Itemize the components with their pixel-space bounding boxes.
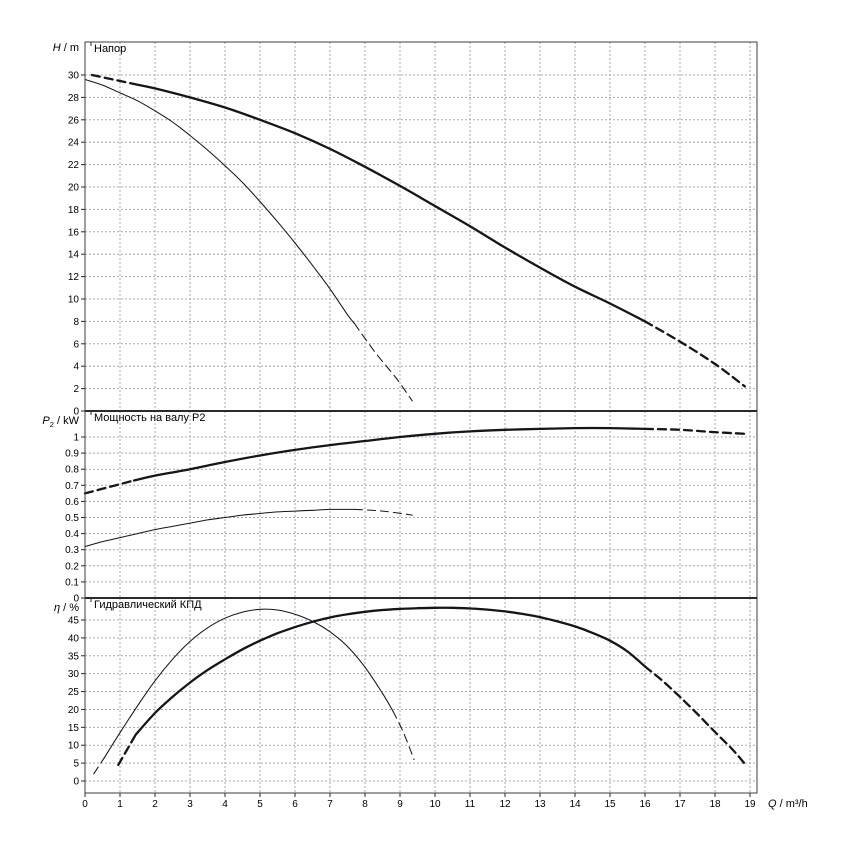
efficiency-curve-max-speed (643, 665, 746, 765)
x-tick-label: 6 (292, 799, 298, 810)
y-tick-label: 35 (68, 651, 80, 662)
y-tick-label: 18 (68, 205, 80, 216)
x-tick-label: 13 (534, 799, 546, 810)
panel-efficiency: 0 5 10 15 20 25 30 35 40 45 Гидравлический КПД η / … (54, 597, 758, 794)
y-tick-label: 0.5 (65, 513, 79, 524)
y-tick-label: 0 (73, 777, 79, 788)
y-tick-label: 26 (68, 115, 80, 126)
x-tick-label: 17 (674, 799, 686, 810)
panel-border (84, 410, 758, 599)
panel-title: Мощность на валу P2 (94, 412, 206, 424)
x-tick-label: 4 (222, 799, 228, 810)
y-tick-label: 5 (73, 759, 79, 770)
panel-title: Напор (94, 43, 126, 55)
panel-power: 0 0.1 0.2 0.3 0.4 0.5 0.6 0.7 0.8 0.9 1 Мощность на… (42, 410, 758, 605)
x-tick-label: 19 (744, 799, 756, 810)
y-tick-label: 10 (68, 741, 80, 752)
y-tick-label: 0.3 (65, 545, 79, 556)
y-tick-label: 30 (68, 669, 80, 680)
y-tick-label: 1 (73, 433, 79, 444)
head-curve-min-speed (84, 78, 356, 325)
y-tick-label: 20 (68, 705, 80, 716)
x-tick-label: 1 (117, 799, 123, 810)
x-tick-label: 9 (397, 799, 403, 810)
y-tick-label: 0.7 (65, 481, 79, 492)
head-curve-min-speed (353, 323, 413, 402)
x-tick-label: 7 (327, 799, 333, 810)
power-curve-max-speed (643, 427, 746, 435)
y-tick-label: 24 (68, 138, 80, 149)
efficiency-curve-min-speed (392, 710, 415, 761)
y-tick-label: 6 (73, 339, 79, 350)
y-tick-label: 16 (68, 227, 80, 238)
y-tick-label: 15 (68, 723, 80, 734)
y-tick-label: 0.1 (65, 577, 79, 588)
x-tick-label: 12 (499, 799, 511, 810)
y-tick-label: 8 (73, 317, 79, 328)
x-axis-title: Q / m³/h (768, 798, 808, 810)
y-tick-label: 10 (68, 295, 80, 306)
efficiency-curve-max-speed (134, 606, 647, 736)
x-tick-label: 5 (257, 799, 263, 810)
y-tick-label: 0 (73, 594, 79, 605)
y-tick-label: 30 (68, 71, 80, 82)
panel-title: Гидравлический КПД (94, 599, 202, 611)
y-tick-label: 0 (73, 407, 79, 418)
y-axis-title-power: P2 / kW (42, 415, 79, 429)
x-tick-label: 11 (465, 799, 476, 810)
head-curve-max-speed (132, 82, 647, 323)
panel-border (84, 597, 758, 794)
x-tick-label: 10 (429, 799, 441, 810)
power-curve-max-speed (132, 426, 647, 482)
y-tick-label: 4 (73, 362, 79, 373)
y-tick-label: 45 (68, 615, 80, 626)
y-tick-label: 25 (68, 687, 80, 698)
power-curve-max-speed (83, 479, 136, 495)
y-axis-title-head: H / m (53, 42, 79, 54)
x-tick-label: 18 (709, 799, 721, 810)
y-axis-title-efficiency: η / % (54, 602, 79, 614)
head-curve-max-speed (90, 73, 136, 86)
y-tick-label: 20 (68, 183, 80, 194)
y-tick-label: 28 (68, 93, 80, 104)
x-tick-label: 3 (187, 799, 193, 810)
x-tick-label: 2 (152, 799, 158, 810)
x-tick-label: 14 (569, 799, 581, 810)
y-tick-label: 0.4 (65, 529, 79, 540)
efficiency-curve-min-speed (93, 757, 105, 775)
y-tick-label: 40 (68, 633, 80, 644)
y-tick-label: 0.9 (65, 449, 79, 460)
y-tick-label: 14 (68, 250, 80, 261)
x-tick-label: 0 (82, 799, 88, 810)
power-curve-min-speed (84, 508, 356, 548)
y-tick-label: 0.2 (65, 561, 79, 572)
x-tick-label: 15 (604, 799, 616, 810)
y-tick-label: 22 (68, 160, 80, 171)
efficiency-curve-min-speed (103, 608, 394, 759)
y-tick-label: 0.8 (65, 465, 79, 476)
power-curve-min-speed (353, 508, 413, 516)
efficiency-curve-max-speed (117, 733, 137, 767)
head-curve-max-speed (643, 320, 746, 388)
x-tick-label: 16 (639, 799, 651, 810)
x-tick-label: 8 (362, 799, 368, 810)
y-tick-label: 2 (73, 384, 79, 395)
x-axis: 0 1 2 3 4 5 6 7 8 9 10 11 12 13 14 15 16 17 18 19 Q / m³/h (82, 793, 808, 810)
y-tick-label: 12 (68, 272, 80, 283)
y-tick-label: 0.6 (65, 497, 79, 508)
